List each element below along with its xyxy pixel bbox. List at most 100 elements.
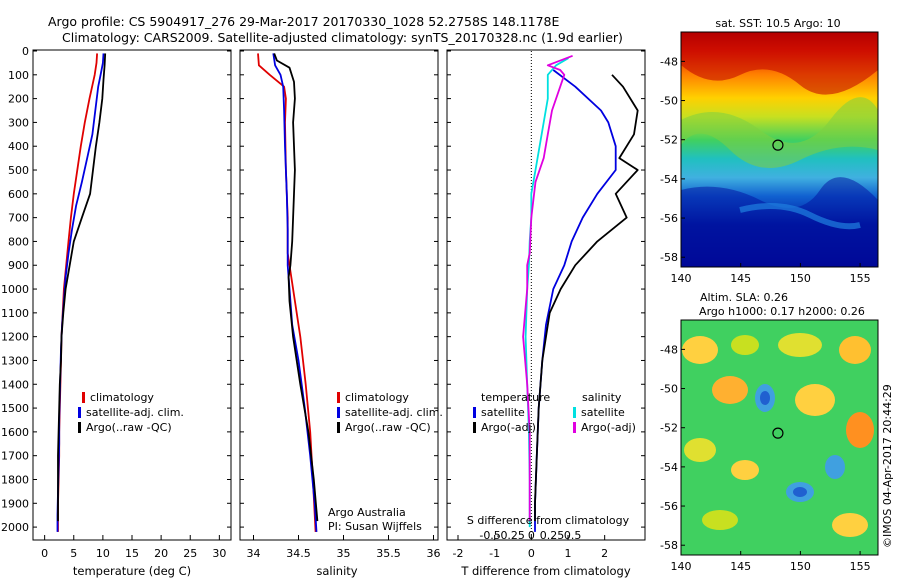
legend-label-s-satellite: satellite <box>581 406 625 419</box>
sst-warm-region <box>681 32 878 95</box>
legend-title-salinity: salinity <box>582 391 622 404</box>
salinity-panel: 34 34.5 35 35.5 36 climatology satellite-adj… <box>239 49 443 578</box>
y-tick-label: 700 <box>8 212 29 225</box>
legend-swatch-t-argo <box>473 422 476 433</box>
x-tick-label: 25 <box>183 547 197 560</box>
series-line <box>273 53 319 522</box>
sla-map-panel: Altim. SLA: 0.26 Argo h1000: 0.17 h2000:… <box>660 291 879 573</box>
map-x-tick-label: 145 <box>730 272 751 285</box>
legend-swatch-climatology <box>82 392 85 403</box>
map-y-tick-label: -58 <box>660 539 678 552</box>
map-y-tick-label: -50 <box>660 383 678 396</box>
temperature-plot-frame <box>32 49 232 541</box>
y-tick-label: 400 <box>8 140 29 153</box>
sla-map-title: Altim. SLA: 0.26 <box>700 291 788 304</box>
series-line <box>522 54 573 522</box>
sla-low-core <box>793 487 807 497</box>
map-y-tick-label: -54 <box>660 461 678 474</box>
y-tick-label: 1000 <box>1 283 29 296</box>
salinity-series <box>257 53 319 532</box>
header-line1: Argo profile: CS 5904917_276 29-Mar-2017… <box>48 14 559 29</box>
salinity-plot-frame <box>239 49 439 541</box>
x-tick-label: 34 <box>247 547 261 560</box>
x-tick-label: 34.5 <box>286 547 311 560</box>
sla-high <box>684 438 716 462</box>
x-tick-label: 0 <box>41 547 48 560</box>
legend-label-satellite: satellite-adj. clim. <box>345 406 443 419</box>
map-y-tick-label: -52 <box>660 422 678 435</box>
map-x-tick-label: 155 <box>850 560 871 573</box>
sla-high <box>682 336 718 364</box>
sla-high <box>795 384 835 416</box>
legend-swatch-argo <box>78 422 81 433</box>
y-tick-label: 100 <box>8 69 29 82</box>
map-x-tick-label: 145 <box>730 560 751 573</box>
legend-swatch-climatology <box>337 392 340 403</box>
sla-high <box>731 460 759 480</box>
sst-cold-region <box>681 177 878 267</box>
argo-location-marker <box>772 139 784 151</box>
sla-map-frame <box>680 319 879 556</box>
legend-swatch-satellite <box>78 407 81 418</box>
y-tick-label: 800 <box>8 235 29 248</box>
sla-high <box>839 336 871 364</box>
map-x-tick-label: 150 <box>790 560 811 573</box>
y-tick-label: 1100 <box>1 307 29 320</box>
y-tick-label: 1700 <box>1 450 29 463</box>
s-tick-label: 0.25 <box>540 529 565 542</box>
map-y-tick-label: -48 <box>660 343 678 356</box>
y-tick-label: 1800 <box>1 473 29 486</box>
x-tick-label: 0 <box>528 547 535 560</box>
x-tick-label: 10 <box>96 547 110 560</box>
legend-label-t-satellite: satellite <box>481 406 525 419</box>
argo-location-marker <box>772 427 784 439</box>
sst-map-title: sat. SST: 10.5 Argo: 10 <box>715 17 840 30</box>
x-tick-label: 20 <box>154 547 168 560</box>
x-tick-label: 30 <box>212 547 226 560</box>
x-tick-label: 35.5 <box>376 547 401 560</box>
salinity-xlabel: salinity <box>316 564 357 578</box>
y-tick-label: 1200 <box>1 331 29 344</box>
y-tick-label: 900 <box>8 259 29 272</box>
watermark: ©IMOS 04-Apr-2017 20:44:29 <box>881 384 894 548</box>
legend-swatch-argo <box>337 422 340 433</box>
s-tick-label: 0 <box>528 529 535 542</box>
credit-pi: PI: Susan Wijffels <box>328 520 422 533</box>
legend-swatch-s-argo <box>573 422 576 433</box>
map-y-tick-label: -56 <box>660 500 678 513</box>
legend-label-argo: Argo(..raw -QC) <box>86 421 172 434</box>
depth-axis: 0 100 200 300 400 500 600 700 800 900 1000 1100 1200… <box>1 45 29 534</box>
map-y-tick-label: -56 <box>660 212 678 225</box>
sla-low-core <box>760 391 770 405</box>
s-tick-label: -0.25 <box>496 529 524 542</box>
y-tick-label: 500 <box>8 164 29 177</box>
x-tick-label: 35 <box>337 547 351 560</box>
y-tick-label: 200 <box>8 93 29 106</box>
legend-label-satellite: satellite-adj. clim. <box>86 406 184 419</box>
y-tick-label: 2000 <box>1 521 29 534</box>
s-tick-label: -0.5 <box>479 529 500 542</box>
legend-label-s-argo: Argo(-adj) <box>581 421 636 434</box>
sla-high <box>712 376 748 404</box>
x-tick-label: 5 <box>70 547 77 560</box>
y-tick-label: 600 <box>8 188 29 201</box>
y-tick-label: 1400 <box>1 378 29 391</box>
map-y-tick-label: -48 <box>660 55 678 68</box>
series-line <box>57 53 107 522</box>
temperature-xlabel: temperature (deg C) <box>73 564 191 578</box>
header-line2: Climatology: CARS2009. Satellite-adjuste… <box>62 30 623 45</box>
map-y-tick-label: -54 <box>660 173 678 186</box>
s-tick-label: 0.5 <box>564 529 582 542</box>
sst-map-panel: sat. SST: 10.5 Argo: 10 140 145 150 155 -48 -… <box>660 17 879 285</box>
temperature-panel: 0100200300400500600700800900100011001200… <box>1 45 232 578</box>
y-tick-label: 0 <box>22 45 29 58</box>
temperature-x-axis: 0 5 10 15 20 25 30 <box>33 50 231 560</box>
sla-high <box>731 335 759 355</box>
map-y-tick-label: -52 <box>660 134 678 147</box>
sla-map-subtitle: Argo h1000: 0.17 h2000: 0.26 <box>699 305 865 318</box>
sst-eddy-filament <box>739 203 861 230</box>
difference-panel: -2 -1 0 1 2 -0.5-0.25 0 0.25 0.5 temperature sa… <box>446 49 646 578</box>
legend-label-climatology: climatology <box>90 391 154 404</box>
difference-x-axis: -2 -1 0 1 2 <box>447 50 645 560</box>
